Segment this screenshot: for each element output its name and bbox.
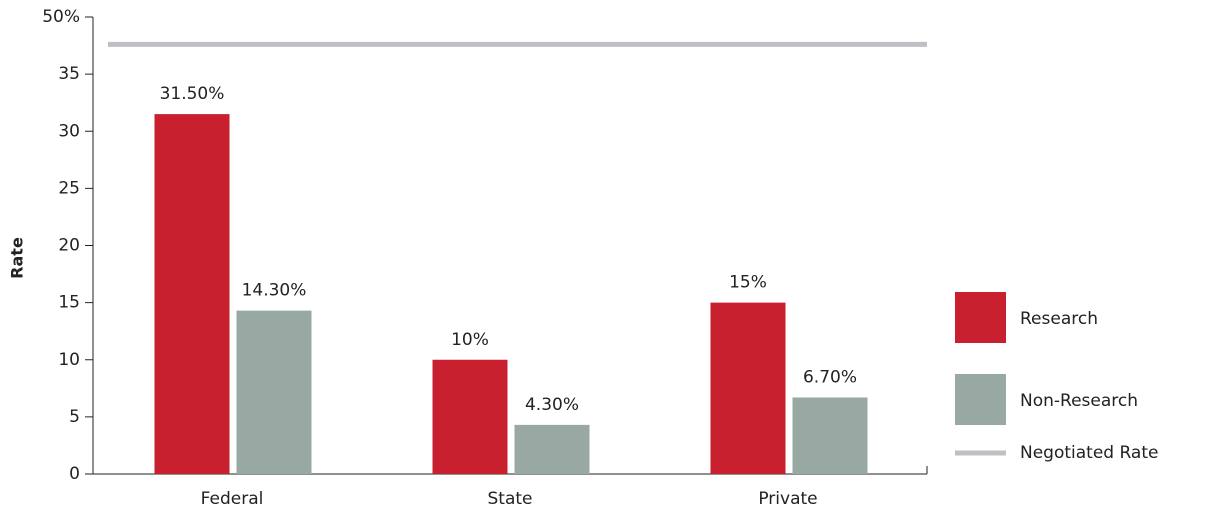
y-tick-label: 30 [58, 121, 80, 141]
bar [792, 397, 868, 474]
value-label: 14.30% [242, 281, 307, 301]
legend-label: Non-Research [1020, 391, 1138, 411]
y-tick-label: 5 [69, 407, 80, 427]
y-tick-label: 50% [42, 7, 80, 27]
y-tick-label: 0 [69, 464, 80, 484]
y-tick-label: 15 [58, 293, 80, 313]
value-label: 31.50% [160, 84, 225, 104]
value-label: 4.30% [525, 395, 579, 415]
bar [432, 359, 508, 474]
y-axis-label: Rate [8, 237, 27, 279]
y-tick-label: 35 [58, 64, 80, 84]
bar [514, 424, 590, 474]
legend-label: Negotiated Rate [1020, 443, 1158, 463]
x-tick-label: Federal [201, 489, 264, 509]
x-tick-label: Private [758, 489, 817, 509]
value-label: 15% [729, 273, 767, 293]
legend-label: Research [1020, 309, 1098, 329]
legend-swatch [955, 292, 1006, 343]
y-tick-label: 20 [58, 236, 80, 256]
y-tick-label: 25 [58, 178, 80, 198]
y-tick-label: 10 [58, 350, 80, 370]
bar [710, 302, 786, 474]
bar [236, 310, 312, 474]
value-label: 6.70% [803, 367, 857, 387]
bar [154, 114, 230, 475]
x-tick-label: State [488, 489, 533, 509]
legend-swatch [955, 374, 1006, 425]
value-label: 10% [451, 330, 489, 350]
